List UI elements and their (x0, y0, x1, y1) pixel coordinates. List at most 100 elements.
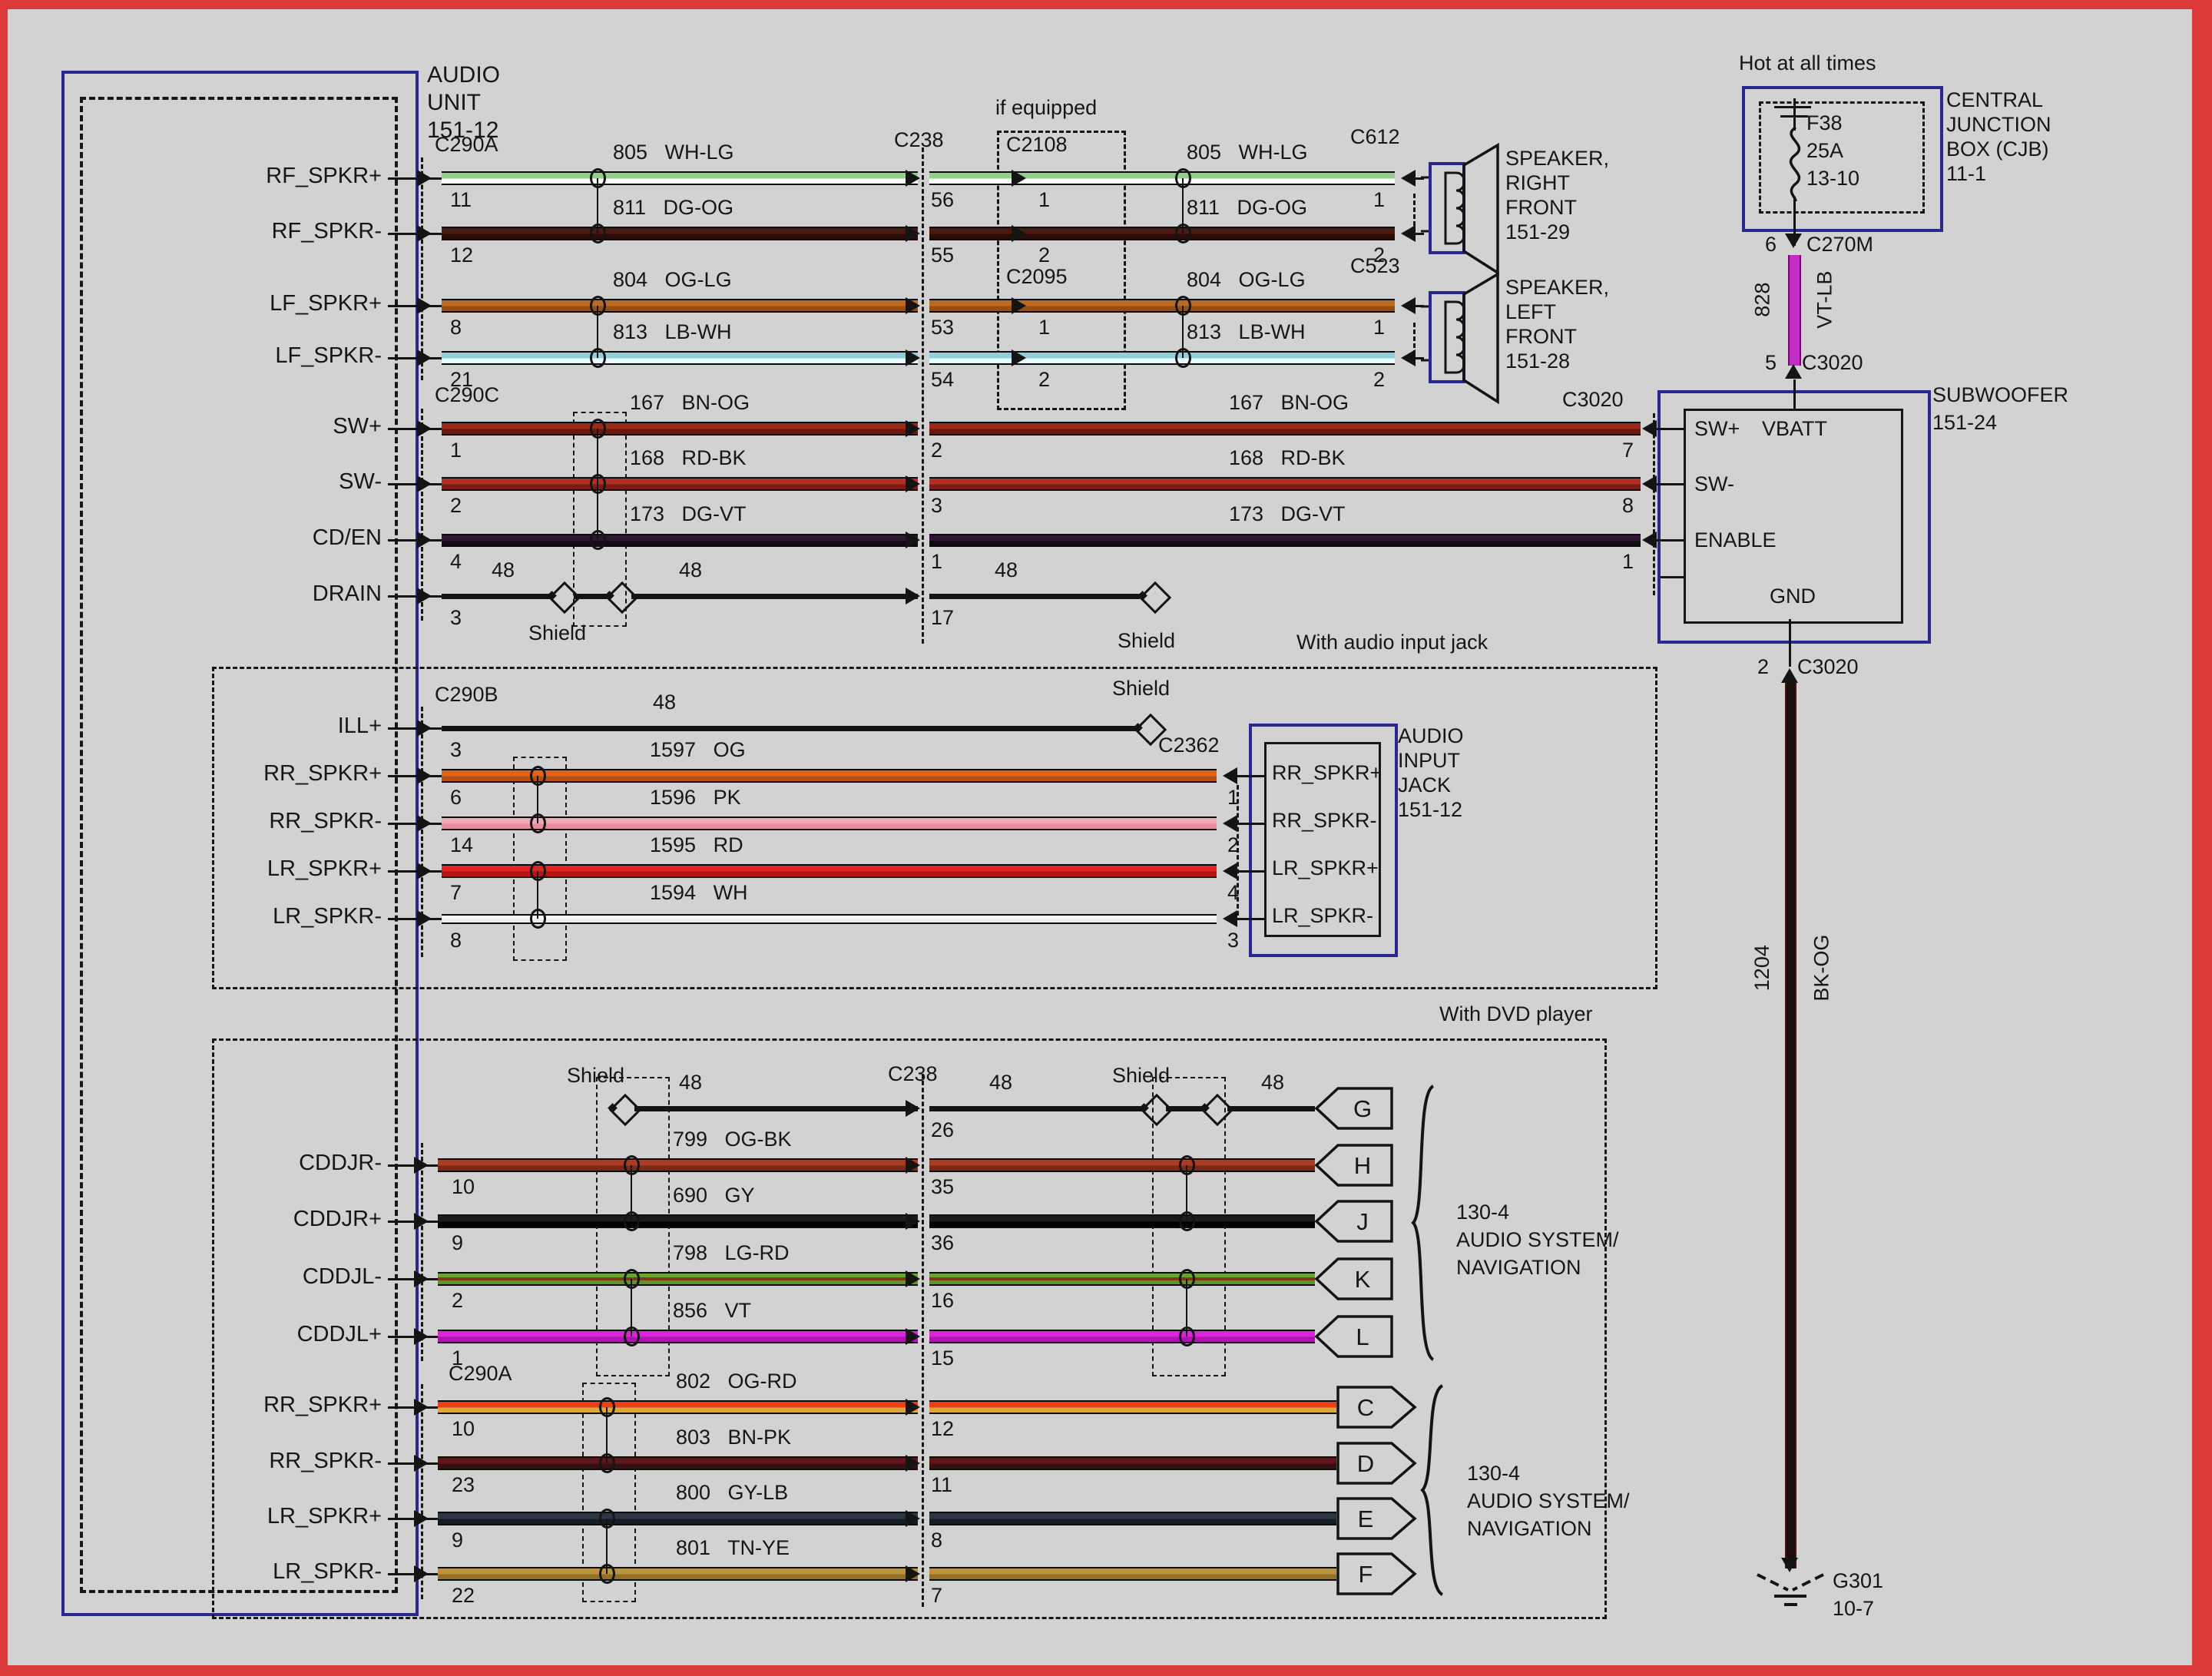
twisted-pair-ring (590, 224, 606, 243)
rr-spkr-minus-nav-label: RR_SPKR- (269, 1449, 382, 1473)
wire-name-label: 48 (679, 558, 703, 581)
cd-en-label: CD/EN (312, 525, 382, 550)
arrowhead (1642, 475, 1657, 492)
lead-line (388, 918, 442, 920)
cddjl-minus-wire (438, 1272, 918, 1286)
arrowhead (417, 532, 432, 548)
twisted-pair-ring (599, 1509, 615, 1529)
pin-number: 7 (1622, 439, 1634, 462)
lead-line (388, 1518, 438, 1520)
text-label: F38 (1806, 111, 1843, 134)
lr-spkr-minus-nav-label: LR_SPKR- (273, 1559, 382, 1584)
pin-number: 2 (450, 494, 462, 517)
speaker-right-front-icon-coil (1444, 171, 1465, 245)
cddjr-plus-wire (929, 1214, 1315, 1228)
lf-spkr-minus-label: LF_SPKR- (275, 343, 382, 368)
text-label: FRONT (1505, 196, 1577, 219)
arrowhead (417, 863, 432, 879)
pin-number: 11 (450, 188, 472, 211)
wire-name-label: 173 DG-VT (1229, 502, 1346, 525)
text-label: JACK (1398, 773, 1452, 797)
wire-name-label: 804 OG-LG (613, 268, 732, 291)
pin-number: 2 (1038, 243, 1051, 267)
sw-minus-wire (442, 477, 918, 491)
rr-spkr-plus-nav-wire (438, 1400, 918, 1414)
ill-plus-label: ILL+ (337, 714, 382, 738)
audio-unit-dashed-box (80, 97, 398, 1593)
pin-number: 12 (931, 1417, 955, 1440)
pin-number: 26 (931, 1118, 955, 1141)
connector-dashed-line (1413, 323, 1416, 355)
pin-terminal-F (1336, 1552, 1417, 1595)
twisted-pair-line (537, 776, 538, 823)
arrowhead (414, 1328, 429, 1345)
arrowhead (1401, 170, 1416, 187)
pin-number: 3 (931, 494, 943, 517)
lead-line (388, 428, 442, 430)
pin-number: 3 (450, 738, 462, 761)
twist-box-nav (582, 1383, 636, 1602)
arrowhead (417, 420, 432, 437)
lf-spkr-minus-wire (442, 351, 918, 365)
text-label: 6 (1765, 233, 1777, 256)
text-label: C3020 (1797, 655, 1859, 678)
dvd-shield-wire (929, 1106, 1144, 1111)
stub-line (1413, 305, 1424, 307)
twisted-pair-ring (1179, 1269, 1195, 1289)
arrowhead (414, 1399, 429, 1416)
twisted-pair-ring (1175, 296, 1191, 316)
connector-dashed-line (421, 1143, 423, 1361)
line (1774, 106, 1811, 108)
terminal-letter: F (1359, 1561, 1373, 1588)
lf-spkr-plus-wire (442, 299, 918, 313)
arrowhead (1785, 234, 1802, 248)
wire-name-label: 800 GY-LB (676, 1481, 789, 1504)
jack-box (1249, 724, 1398, 957)
lead-line (388, 775, 442, 777)
cddjr-minus-wire (929, 1158, 1315, 1172)
text-label: LEFT (1505, 300, 1557, 323)
text-label: 11-1 (1946, 162, 1987, 185)
lf-spkr-plus-wire (929, 299, 1395, 313)
arrowhead (417, 767, 432, 784)
text-label: AUDIO SYSTEM/ (1467, 1489, 1630, 1512)
lead-line (388, 1278, 438, 1280)
arrowhead (906, 297, 920, 314)
text-label: AUDIO (427, 62, 501, 88)
text-label: RR_SPKR+ (1272, 761, 1382, 784)
twisted-pair-line (606, 1519, 608, 1574)
connector-dashed-line (421, 707, 423, 957)
text-label: C270M (1806, 233, 1874, 256)
cddjl-plus-wire (929, 1330, 1315, 1343)
lead-line (388, 177, 442, 180)
arrowhead (906, 225, 920, 242)
arrowhead (1012, 170, 1026, 187)
audio-unit-box (61, 71, 419, 1616)
twisted-pair-line (1182, 306, 1184, 358)
connector-label: C290B (435, 683, 498, 706)
pin-number: 3 (450, 606, 462, 629)
lf-spkr-plus-label: LF_SPKR+ (270, 291, 382, 316)
text-label: FRONT (1505, 325, 1577, 348)
pin-number: 54 (931, 368, 955, 391)
twisted-pair-ring (590, 474, 606, 494)
text-label: AUDIO (1398, 724, 1464, 747)
pin-terminal-E (1336, 1497, 1417, 1540)
connector-dashed-line (421, 157, 423, 380)
wire-name-label: 813 LB-WH (613, 320, 732, 343)
lead-line (388, 1573, 438, 1575)
arrowhead (906, 420, 920, 437)
lead-line (388, 1221, 438, 1223)
text-label: With audio input jack (1296, 631, 1488, 654)
text-label: 13-10 (1806, 167, 1860, 190)
text-label: GND (1770, 585, 1816, 608)
arrowhead (906, 1399, 920, 1416)
twisted-pair-ring (530, 861, 546, 881)
text-label: AUDIO SYSTEM/ (1456, 1228, 1619, 1251)
twisted-pair-ring (624, 1211, 640, 1231)
text-label: 151-12 (1398, 798, 1463, 821)
text-label: Shield (1112, 1064, 1171, 1087)
arrowhead (906, 1213, 920, 1230)
wire-name-label: 1594 WH (650, 881, 748, 904)
text-label: 151-12 (427, 118, 499, 143)
